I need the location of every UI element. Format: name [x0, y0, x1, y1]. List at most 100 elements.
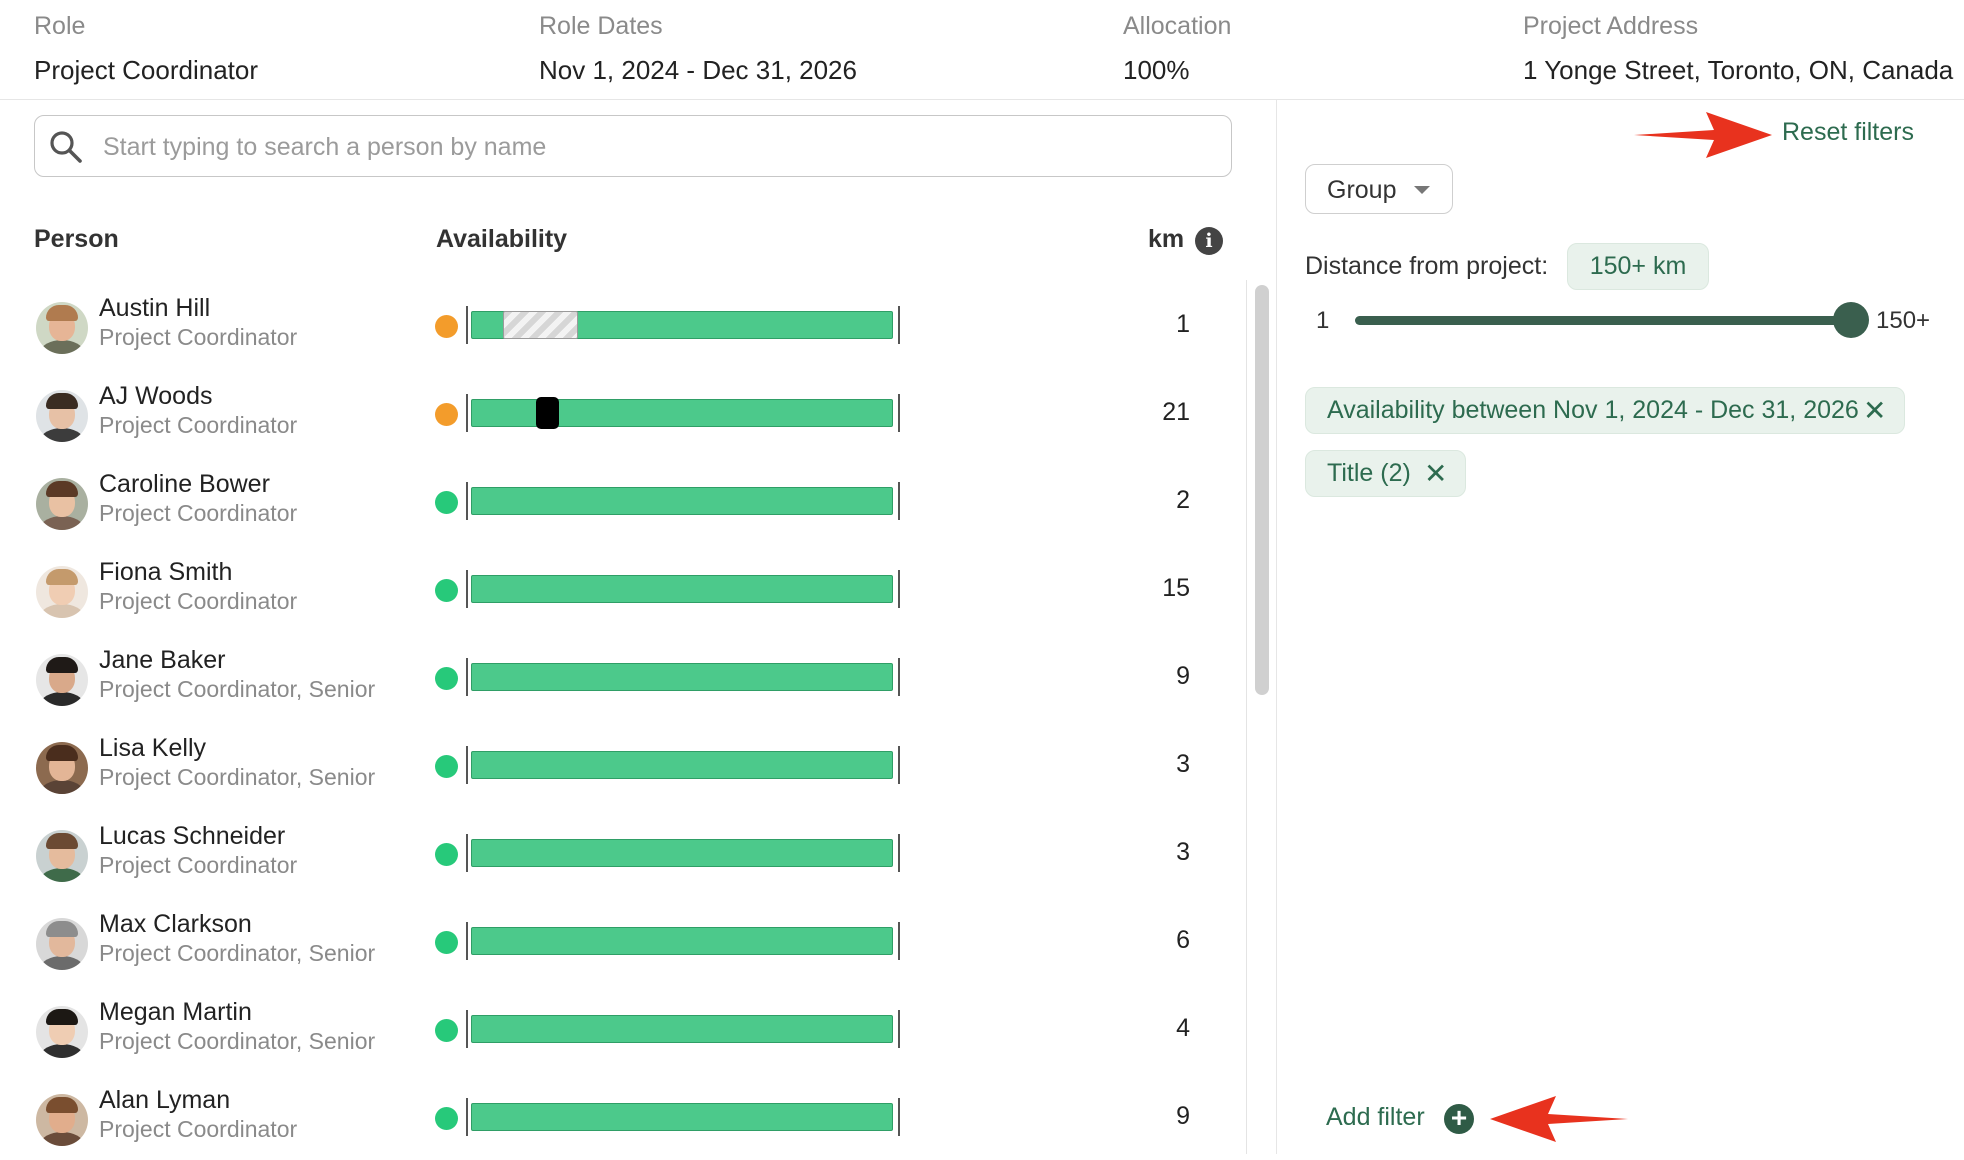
distance-km: 2	[1176, 486, 1190, 514]
avatar	[36, 742, 88, 794]
person-title: Project Coordinator, Senior	[99, 1028, 376, 1054]
availability-bar[interactable]	[466, 482, 900, 520]
person-name[interactable]: Jane Baker	[99, 646, 226, 674]
availability-bar[interactable]	[466, 1098, 900, 1136]
list-item[interactable]: Jane Baker Project Coordinator, Senior 9	[0, 632, 1240, 720]
slider-min-label: 1	[1316, 307, 1330, 334]
avatar	[36, 302, 88, 354]
list-item[interactable]: Austin Hill Project Coordinator 1	[0, 280, 1240, 368]
plus-circle-icon[interactable]: +	[1444, 1104, 1474, 1134]
info-icon[interactable]: i	[1195, 227, 1223, 255]
list-item[interactable]: AJ Woods Project Coordinator 21	[0, 368, 1240, 456]
list-item[interactable]: Fiona Smith Project Coordinator 15	[0, 544, 1240, 632]
avatar	[36, 1094, 88, 1146]
availability-status-dot	[435, 1019, 458, 1042]
role-field: Role Project Coordinator	[34, 12, 258, 86]
availability-bar[interactable]	[466, 394, 900, 432]
person-name[interactable]: Max Clarkson	[99, 910, 252, 938]
booked-segment[interactable]	[536, 397, 559, 429]
person-title: Project Coordinator	[99, 852, 298, 878]
allocation-value: 100%	[1123, 55, 1190, 85]
list-scrollbar-thumb[interactable]	[1255, 285, 1269, 695]
search-input[interactable]	[101, 124, 1215, 170]
person-name[interactable]: Fiona Smith	[99, 558, 233, 586]
availability-status-dot	[435, 755, 458, 778]
avatar	[36, 654, 88, 706]
allocation-field: Allocation 100%	[1123, 12, 1231, 86]
list-item[interactable]: Megan Martin Project Coordinator, Senior…	[0, 984, 1240, 1072]
distance-km: 21	[1162, 398, 1190, 426]
availability-bar[interactable]	[466, 1010, 900, 1048]
role-label: Role	[34, 12, 86, 40]
person-name[interactable]: Caroline Bower	[99, 470, 270, 498]
availability-status-dot	[435, 579, 458, 602]
filter-chip-title[interactable]: Title (2) ✕	[1305, 450, 1466, 497]
distance-km: 3	[1176, 838, 1190, 866]
availability-bar[interactable]	[466, 922, 900, 960]
avatar	[36, 830, 88, 882]
group-dropdown-label: Group	[1327, 176, 1397, 204]
list-scroll-track	[1246, 280, 1247, 1154]
distance-km: 9	[1176, 662, 1190, 690]
distance-km: 4	[1176, 1014, 1190, 1042]
list-item[interactable]: Max Clarkson Project Coordinator, Senior…	[0, 896, 1240, 984]
availability-status-dot	[435, 843, 458, 866]
list-item[interactable]: Lucas Schneider Project Coordinator 3	[0, 808, 1240, 896]
search-icon	[50, 131, 82, 163]
person-name[interactable]: Lisa Kelly	[99, 734, 206, 762]
role-dates-value: Nov 1, 2024 - Dec 31, 2026	[539, 55, 857, 85]
unavailable-segment[interactable]	[503, 311, 578, 339]
avatar	[36, 918, 88, 970]
reset-filters-link[interactable]: Reset filters	[1782, 118, 1914, 146]
slider-max-label: 150+	[1876, 307, 1931, 334]
distance-km: 1	[1176, 310, 1190, 338]
close-icon[interactable]: ✕	[1424, 458, 1448, 489]
group-dropdown[interactable]: Group	[1305, 164, 1453, 214]
filter-chip-availability[interactable]: Availability between Nov 1, 2024 - Dec 3…	[1305, 387, 1905, 434]
column-header-km[interactable]: km	[1148, 225, 1185, 253]
distance-slider-track[interactable]	[1355, 316, 1850, 325]
role-header: Role Project Coordinator Role Dates Nov …	[0, 0, 1964, 100]
person-title: Project Coordinator	[99, 412, 298, 438]
distance-km: 3	[1176, 750, 1190, 778]
person-name[interactable]: AJ Woods	[99, 382, 213, 410]
distance-km: 9	[1176, 1102, 1190, 1130]
close-icon[interactable]: ✕	[1863, 395, 1887, 426]
person-search[interactable]	[34, 115, 1232, 177]
person-title: Project Coordinator, Senior	[99, 764, 376, 790]
list-item[interactable]: Caroline Bower Project Coordinator 2	[0, 456, 1240, 544]
project-address-field: Project Address 1 Yonge Street, Toronto,…	[1523, 12, 1953, 86]
availability-status-dot	[435, 1107, 458, 1130]
filter-chip-label: Title (2)	[1327, 459, 1411, 487]
availability-bar[interactable]	[466, 306, 900, 344]
person-name[interactable]: Lucas Schneider	[99, 822, 286, 850]
column-header-person[interactable]: Person	[34, 225, 119, 253]
person-name[interactable]: Alan Lyman	[99, 1086, 231, 1114]
availability-bar[interactable]	[466, 570, 900, 608]
chevron-down-icon	[1414, 186, 1430, 194]
list-item[interactable]: Lisa Kelly Project Coordinator, Senior 3	[0, 720, 1240, 808]
person-title: Project Coordinator	[99, 588, 298, 614]
person-name[interactable]: Austin Hill	[99, 294, 211, 322]
person-name[interactable]: Megan Martin	[99, 998, 252, 1026]
role-dates-label: Role Dates	[539, 12, 663, 40]
availability-status-dot	[435, 931, 458, 954]
distance-value-badge: 150+ km	[1567, 243, 1709, 290]
availability-bar[interactable]	[466, 658, 900, 696]
distance-km: 6	[1176, 926, 1190, 954]
availability-status-dot	[435, 403, 458, 426]
column-header-availability[interactable]: Availability	[436, 225, 568, 253]
distance-slider-handle[interactable]	[1833, 302, 1869, 338]
person-title: Project Coordinator	[99, 324, 298, 350]
availability-bar[interactable]	[466, 834, 900, 872]
filter-chip-label: Availability between Nov 1, 2024 - Dec 3…	[1327, 396, 1859, 424]
list-item[interactable]: Alan Lyman Project Coordinator 9	[0, 1072, 1240, 1160]
project-address-value: 1 Yonge Street, Toronto, ON, Canada	[1523, 55, 1954, 85]
person-title: Project Coordinator	[99, 1116, 298, 1142]
distance-label: Distance from project:	[1305, 252, 1549, 280]
annotation-arrow-left-icon	[1490, 1096, 1628, 1142]
availability-bar[interactable]	[466, 746, 900, 784]
person-title: Project Coordinator, Senior	[99, 676, 376, 702]
add-filter-button[interactable]: Add filter	[1326, 1103, 1425, 1131]
person-title: Project Coordinator	[99, 500, 298, 526]
